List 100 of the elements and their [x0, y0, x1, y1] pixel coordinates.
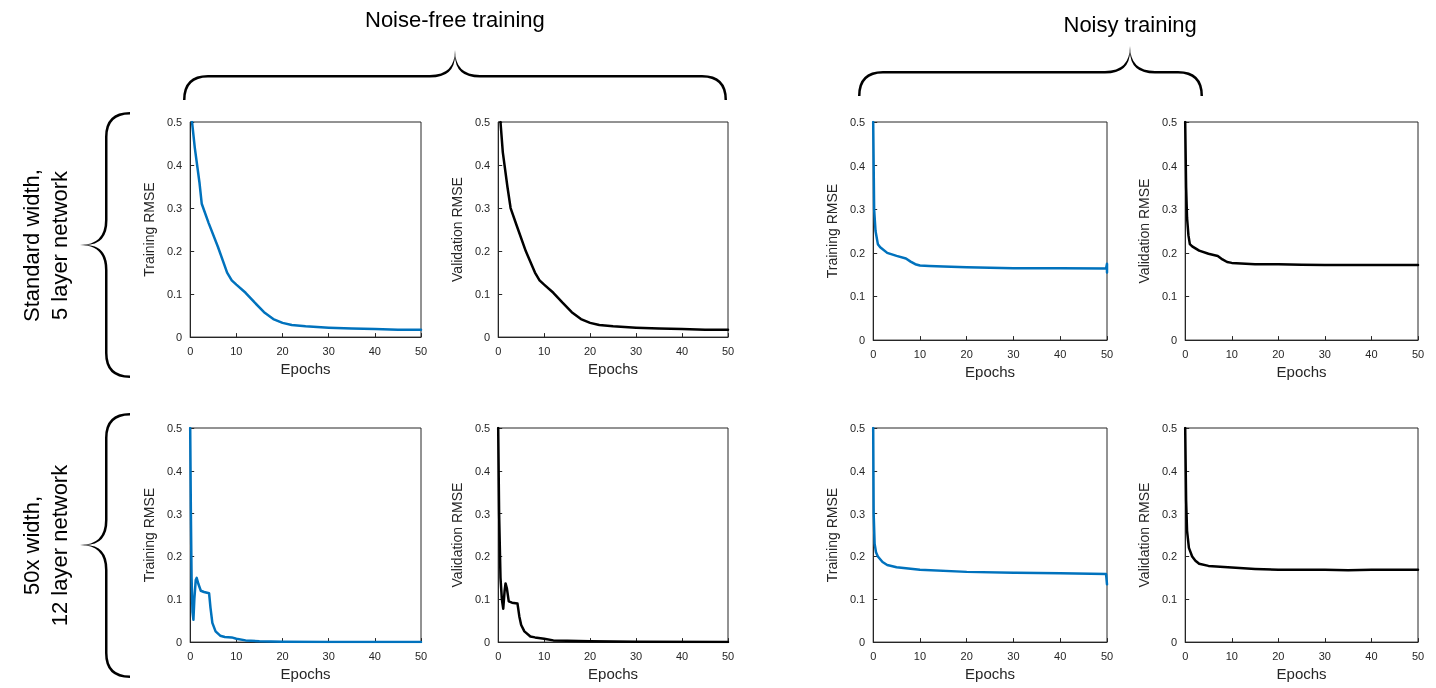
y-tick-label: 0: [1171, 334, 1178, 347]
x-tick-label: 20: [276, 344, 289, 357]
y-axis-title: Validation RMSE: [1136, 178, 1152, 284]
y-tick-label: 0.2: [1161, 246, 1178, 259]
y-tick-label: 0.2: [849, 550, 866, 563]
y-tick-label: 0.4: [849, 159, 866, 172]
y-tick-label: 0: [484, 636, 491, 649]
y-tick-label: 0.1: [474, 593, 491, 606]
y-tick-label: 0.3: [849, 203, 866, 216]
x-tick-label: 20: [960, 649, 973, 662]
x-tick-label: 10: [538, 344, 551, 357]
x-tick-label: 40: [1054, 649, 1067, 662]
x-tick-label: 40: [1365, 347, 1378, 360]
y-tick-label: 0.4: [1161, 159, 1178, 172]
x-tick-label: 40: [1365, 649, 1378, 662]
y-tick-label: 0.2: [474, 245, 491, 258]
y-tick-label: 0.3: [166, 507, 183, 520]
x-tick-label: 0: [1182, 649, 1189, 662]
y-axis-title: Validation RMSE: [1136, 482, 1152, 588]
line-series: [1183, 426, 1420, 572]
x-tick-label: 40: [1054, 347, 1067, 360]
x-tick-label: 50: [721, 649, 735, 662]
x-tick-label: 50: [1100, 649, 1114, 662]
y-tick-label: 0.5: [1161, 422, 1178, 434]
line-series: [871, 426, 1109, 586]
x-tick-label: 10: [913, 347, 927, 360]
y-tick-label: 0.3: [474, 507, 491, 520]
y-tick-label: 0: [176, 331, 183, 344]
x-tick-label: 50: [1411, 649, 1425, 662]
x-tick-label: 10: [1225, 649, 1238, 662]
text: Standard width, 5 layer network: [17, 168, 73, 322]
x-axis-title: Epochs: [280, 360, 331, 377]
x-tick-label: 10: [1225, 347, 1238, 360]
x-tick-label: 50: [721, 344, 735, 357]
y-tick-label: 0.5: [474, 422, 491, 434]
y-tick-label: 0: [859, 334, 866, 347]
line-series: [871, 120, 1109, 274]
y-tick-label: 0.2: [166, 245, 183, 258]
y-tick-label: 0.4: [166, 159, 183, 172]
y-tick-label: 0.1: [474, 288, 491, 301]
y-tick-label: 0.1: [1161, 593, 1178, 606]
y-axis-title: Training RMSE: [141, 182, 157, 277]
y-tick-label: 0: [859, 636, 866, 649]
x-tick-label: 20: [276, 649, 289, 662]
y-tick-label: 0: [176, 636, 183, 649]
y-tick-label: 0.1: [1161, 290, 1178, 303]
y-axis-title: Validation RMSE: [449, 482, 465, 588]
y-tick-label: 0.4: [166, 464, 183, 477]
x-axis-title: Epochs: [588, 360, 639, 377]
y-axis-title: Validation RMSE: [449, 177, 465, 282]
x-tick-label: 10: [230, 649, 243, 662]
x-tick-label: 0: [870, 347, 877, 360]
x-axis-title: Epochs: [1276, 363, 1327, 380]
x-tick-label: 50: [1411, 347, 1425, 360]
x-tick-label: 50: [414, 344, 428, 357]
x-tick-label: 40: [675, 649, 689, 662]
y-tick-label: 0.4: [849, 464, 866, 477]
text: Noise-free training: [365, 6, 545, 34]
x-tick-label: 10: [913, 649, 927, 662]
x-tick-label: 30: [322, 649, 335, 662]
y-tick-label: 0.5: [849, 422, 866, 434]
x-tick-label: 20: [1272, 347, 1285, 360]
x-tick-label: 20: [583, 344, 597, 357]
x-axis-title: Epochs: [1276, 665, 1327, 682]
x-tick-label: 0: [495, 649, 502, 662]
y-axis-title: Training RMSE: [824, 183, 840, 279]
y-tick-label: 0.2: [166, 550, 183, 563]
line-series: [188, 426, 423, 644]
x-tick-label: 20: [583, 649, 597, 662]
y-tick-label: 0.5: [474, 116, 491, 128]
y-tick-label: 0.3: [474, 202, 491, 215]
y-tick-label: 0.2: [1161, 550, 1178, 563]
x-tick-label: 30: [629, 649, 643, 662]
line-series: [499, 120, 730, 332]
x-tick-label: 30: [629, 344, 643, 357]
line-series: [190, 120, 423, 332]
line-series: [496, 426, 730, 644]
x-tick-label: 30: [322, 344, 335, 357]
x-tick-label: 20: [1272, 649, 1285, 662]
x-tick-label: 50: [414, 649, 428, 662]
y-tick-label: 0.3: [849, 507, 866, 520]
x-tick-label: 30: [1318, 649, 1331, 662]
y-tick-label: 0.1: [849, 290, 866, 303]
x-tick-label: 0: [495, 344, 502, 357]
x-tick-label: 10: [538, 649, 551, 662]
y-tick-label: 0.1: [166, 288, 183, 301]
x-tick-label: 40: [368, 344, 381, 357]
y-tick-label: 0.3: [166, 202, 183, 215]
y-tick-label: 0.5: [166, 422, 183, 434]
x-tick-label: 30: [1007, 347, 1020, 360]
x-axis-title: Epochs: [965, 363, 1016, 380]
x-tick-label: 50: [1100, 347, 1114, 360]
text: 50x width, 12 layer network: [17, 464, 73, 626]
x-axis-title: Epochs: [280, 665, 331, 682]
x-tick-label: 40: [368, 649, 381, 662]
y-tick-label: 0.5: [849, 116, 866, 128]
x-tick-label: 20: [960, 347, 973, 360]
x-tick-label: 0: [187, 344, 194, 357]
x-tick-label: 0: [187, 649, 194, 662]
y-axis-title: Training RMSE: [824, 487, 840, 583]
